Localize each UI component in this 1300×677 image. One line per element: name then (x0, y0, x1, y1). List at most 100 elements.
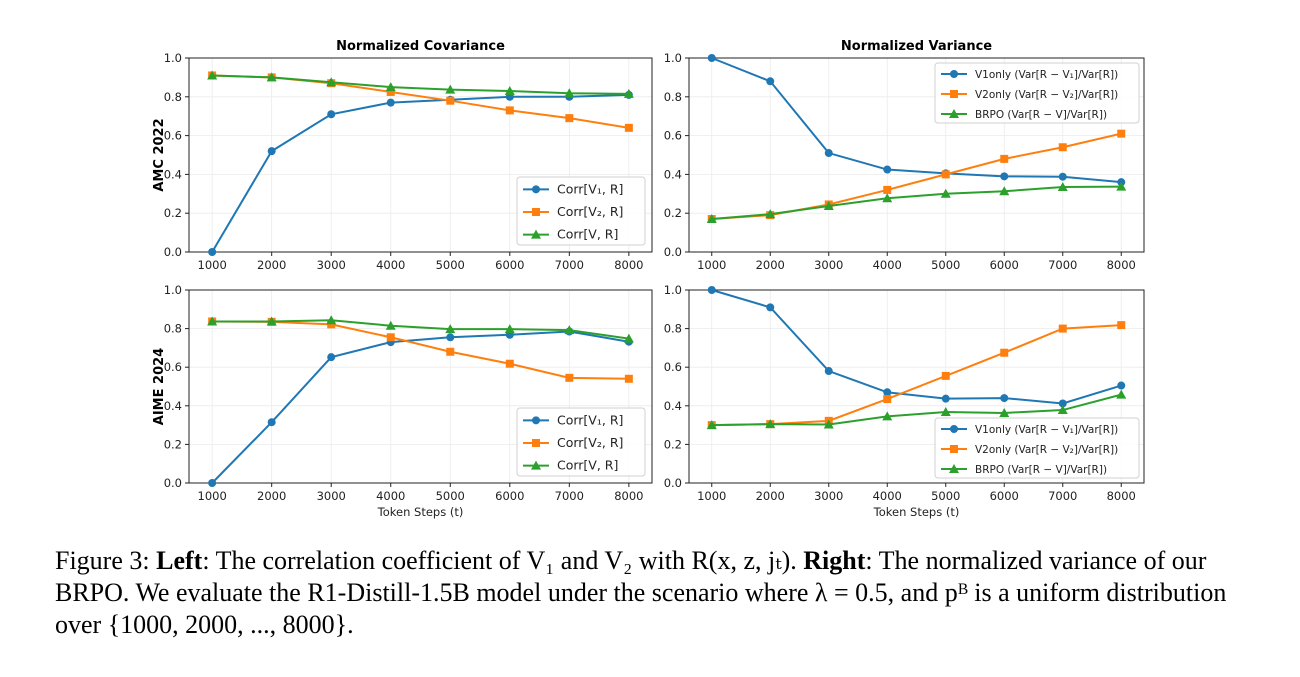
legend-marker (950, 70, 958, 78)
x-tick-label: 6000 (495, 258, 524, 272)
panel-amc-cov: 1000 2000 3000 4000 5000 6000 7000 8000 0.0 0.2 0.… (152, 39, 653, 272)
y-tick-label: 0.8 (664, 90, 682, 104)
x-tick-label: 4000 (376, 489, 405, 503)
y-tick-label: 0.4 (664, 399, 682, 413)
data-point (941, 371, 950, 380)
x-tick-label: 5000 (436, 489, 465, 503)
y-tick-label: 0.8 (164, 322, 182, 336)
legend-marker (950, 425, 958, 433)
legend-label: Corr[V₁, R] (557, 181, 623, 196)
data-point (266, 316, 277, 326)
y-tick-label: 0.4 (164, 399, 182, 413)
series-line (212, 319, 629, 340)
data-point (504, 85, 515, 95)
data-point (505, 106, 514, 115)
y-axis-label: AIME 2024 (152, 348, 167, 425)
x-tick-label: 6000 (990, 258, 1019, 272)
y-tick-label: 0.4 (164, 167, 182, 181)
data-point (765, 419, 776, 429)
axes-frame (188, 289, 653, 484)
x-tick-label: 6000 (990, 489, 1019, 503)
data-point (1057, 182, 1068, 192)
data-point (327, 110, 336, 119)
y-tick-label: 0.2 (164, 206, 182, 220)
x-tick-label: 5000 (436, 258, 465, 272)
series-green (207, 315, 634, 343)
legend-box (934, 62, 1140, 124)
legend-label: Corr[V, R] (557, 227, 618, 242)
y-tick-label: 0.2 (664, 206, 682, 220)
data-point (1058, 143, 1067, 152)
data-point (267, 418, 276, 427)
x-tick-label: 3000 (814, 489, 843, 503)
legend-label: V2only (Var[R − V₂]/Var[R]) (975, 89, 1118, 101)
y-tick-label: 0.6 (164, 360, 182, 374)
data-point (266, 72, 277, 82)
data-point (208, 479, 217, 487)
legend-label: Corr[V, R] (557, 458, 618, 473)
y-tick-label: 0.8 (664, 322, 682, 336)
data-point (326, 315, 337, 325)
x-tick-label: 1000 (697, 258, 726, 272)
y-tick-label: 0.4 (664, 167, 682, 181)
x-tick-label: 4000 (873, 489, 902, 503)
data-point (446, 333, 455, 342)
data-point (624, 123, 633, 132)
series-line (711, 393, 1122, 427)
panel-aime-var: 1000 2000 3000 4000 5000 6000 7000 8000 0.0 0.2 0.… (664, 283, 1145, 519)
series-line (212, 74, 629, 95)
data-point (941, 394, 950, 403)
legend-box (934, 417, 1140, 479)
y-tick-label: 0.6 (664, 129, 682, 143)
data-point (564, 325, 575, 335)
data-point (267, 147, 276, 156)
legend: Corr[V₁, R] Corr[V₂, R] Corr[V, R] (516, 176, 646, 246)
legend-marker (531, 229, 541, 239)
data-point (882, 193, 893, 203)
x-axis-label: Token Steps (t) (377, 505, 464, 519)
legend-label: Corr[V₁, R] (557, 412, 623, 427)
series-line (211, 93, 629, 253)
data-point (706, 420, 717, 430)
data-point (766, 303, 775, 312)
data-point (883, 185, 892, 194)
legend-marker (950, 445, 958, 453)
data-point (707, 286, 716, 294)
legend-label: V2only (Var[R − V₂]/Var[R]) (975, 444, 1118, 456)
data-point (1058, 324, 1067, 333)
x-tick-label: 5000 (931, 258, 960, 272)
x-tick-label: 7000 (555, 258, 584, 272)
x-tick-label: 2000 (756, 258, 785, 272)
data-point (504, 324, 515, 334)
y-tick-label: 0.2 (664, 437, 682, 451)
data-point (766, 77, 775, 86)
data-point (941, 170, 950, 179)
data-point (565, 373, 574, 382)
data-point (326, 77, 337, 87)
x-tick-label: 8000 (614, 258, 643, 272)
data-point (1058, 172, 1067, 181)
y-tick-label: 0.0 (164, 245, 182, 259)
legend-marker (950, 90, 958, 98)
series-line (211, 330, 630, 484)
data-point (386, 333, 395, 342)
y-tick-label: 0.8 (164, 90, 182, 104)
data-point (1117, 129, 1126, 138)
data-point (883, 165, 892, 174)
y-tick-label: 0.0 (664, 476, 682, 490)
x-tick-label: 7000 (1048, 258, 1077, 272)
legend: Corr[V₁, R] Corr[V₂, R] Corr[V, R] (516, 407, 646, 477)
axes-frame (188, 57, 653, 253)
x-tick-label: 8000 (1107, 489, 1136, 503)
legend-label: V1only (Var[R − V₁]/Var[R]) (975, 424, 1118, 436)
panel-aime-cov: 1000 2000 3000 4000 5000 6000 7000 8000 0.0 0.2 0.… (152, 283, 653, 519)
x-tick-label: 7000 (1048, 489, 1077, 503)
y-tick-label: 1.0 (664, 283, 682, 297)
legend: V1only (Var[R − V₁]/Var[R]) V2only (Var[R… (934, 417, 1140, 479)
data-point (999, 407, 1010, 417)
legend-marker (532, 208, 540, 216)
data-point (445, 84, 456, 94)
panel-title: Normalized Covariance (336, 39, 505, 54)
caption-right-text: : The normalized variance of our BRPO. W… (55, 546, 1227, 639)
x-tick-label: 2000 (756, 489, 785, 503)
